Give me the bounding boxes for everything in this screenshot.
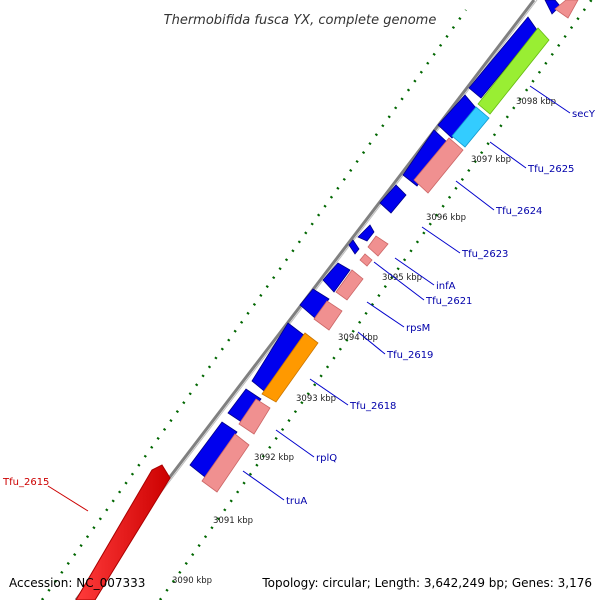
gene-label-tfu2625[interactable]: Tfu_2625 — [527, 164, 574, 175]
gene-labels: Tfu_2615 truA rplQ Tfu_2618 Tfu_2619 rps… — [2, 109, 596, 507]
gene-label-infa[interactable]: infA — [436, 281, 456, 292]
kbp-label-3094: 3094 kbp — [338, 333, 378, 343]
gene-label-tfu2618[interactable]: Tfu_2618 — [349, 401, 396, 412]
cds-block-7[interactable] — [357, 224, 375, 242]
accession-text: Accession: NC_007333 — [9, 576, 145, 590]
cyan-feature[interactable] — [451, 106, 490, 148]
gene-label-tfu2615[interactable]: Tfu_2615 — [2, 477, 49, 488]
gene-label-tfu2624[interactable]: Tfu_2624 — [495, 206, 542, 217]
label-leaders — [242, 85, 571, 501]
label-leader-tfu2615 — [47, 485, 89, 512]
gene-label-trua[interactable]: truA — [286, 496, 307, 507]
pink-block-6[interactable] — [367, 235, 389, 257]
kbp-label-3091: 3091 kbp — [213, 516, 253, 526]
forward-strand-cds — [189, 0, 561, 478]
gene-red-feature[interactable] — [75, 464, 171, 600]
pink-block-1[interactable] — [201, 433, 250, 493]
pink-block-7[interactable] — [413, 137, 464, 194]
orange-feature[interactable] — [261, 332, 319, 403]
kbp-label-3090: 3090 kbp — [172, 576, 212, 586]
pink-block-3[interactable] — [313, 300, 343, 331]
kbp-label-3096: 3096 kbp — [426, 213, 466, 223]
outer-dotted-track — [40, 9, 468, 600]
gene-label-tfu2623[interactable]: Tfu_2623 — [461, 249, 508, 260]
cds-block-1[interactable] — [189, 421, 238, 478]
pink-block-4[interactable] — [335, 269, 364, 301]
scale-labels: 3090 kbp 3091 kbp 3092 kbp 3093 kbp 3094… — [172, 97, 556, 586]
topology-text: Topology: circular; Length: 3,642,249 bp… — [261, 576, 592, 590]
inner-dotted-track — [158, 0, 593, 600]
cds-block-8[interactable] — [379, 184, 407, 214]
gene-label-tfu2619[interactable]: Tfu_2619 — [386, 350, 433, 361]
gene-label-rplq[interactable]: rplQ — [316, 453, 337, 464]
kbp-label-3097: 3097 kbp — [471, 155, 511, 165]
gene-label-secy[interactable]: secY — [572, 109, 596, 120]
green-feature[interactable] — [477, 27, 550, 115]
kbp-label-3092: 3092 kbp — [254, 453, 294, 463]
cds-block-6[interactable] — [348, 239, 360, 255]
kbp-label-3095: 3095 kbp — [382, 273, 422, 283]
gene-label-rpsm[interactable]: rpsM — [406, 323, 430, 334]
cds-block-2[interactable] — [227, 388, 262, 424]
pink-features — [201, 0, 579, 493]
cds-block-5[interactable] — [322, 262, 351, 293]
pink-block-2[interactable] — [238, 398, 271, 435]
gene-label-tfu2621[interactable]: Tfu_2621 — [425, 296, 472, 307]
pink-block-5[interactable] — [359, 253, 373, 267]
kbp-label-3098: 3098 kbp — [516, 97, 556, 107]
cds-block-4[interactable] — [299, 288, 330, 319]
genome-title: Thermobifida fusca YX, complete genome — [164, 13, 437, 28]
kbp-label-3093: 3093 kbp — [296, 394, 336, 404]
pink-block-8[interactable] — [554, 0, 579, 19]
